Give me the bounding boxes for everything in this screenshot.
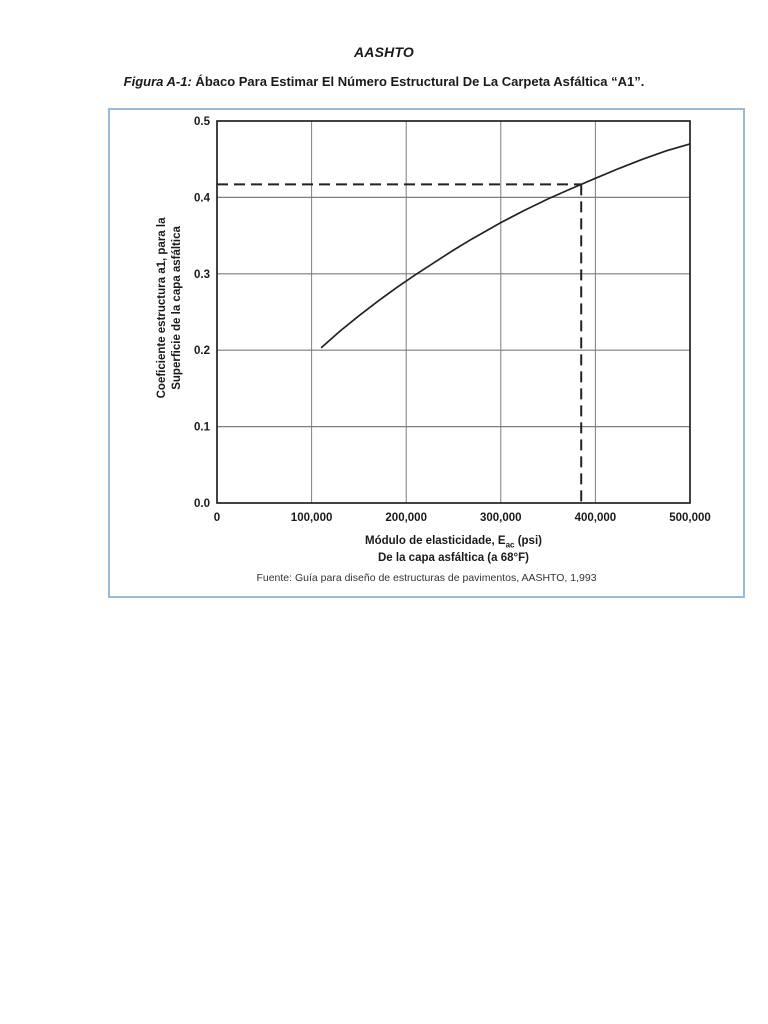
chart-svg: 0.5 0.4 0.3 0.2 0.1 0.0 0 100,000 200,000 300,000…	[194, 116, 711, 524]
figure-caption-label: Figura A-1:	[123, 74, 192, 89]
x-tick-label: 400,000	[575, 512, 617, 524]
y-tick-label: 0.5	[194, 116, 211, 128]
figure-box: 0.5 0.4 0.3 0.2 0.1 0.0 0 100,000 200,000 300,000…	[108, 108, 745, 598]
x-axis-label-post: (psi)	[514, 535, 542, 547]
curve-a1	[320, 143, 691, 349]
x-tick-label: 0	[214, 512, 220, 524]
x-tick-label: 300,000	[480, 512, 522, 524]
y-tick-label: 0.0	[194, 498, 210, 510]
x-axis-label-line1: Módulo de elasticidade, Eac (psi)	[217, 534, 690, 551]
x-axis-label-pre: Módulo de elasticidade, E	[365, 535, 506, 547]
x-axis-label: Módulo de elasticidade, Eac (psi) De la …	[217, 534, 690, 566]
source-note: Fuente: Guía para diseño de estructuras …	[256, 572, 597, 584]
y-axis-label-line1: Coeficiente estructura a1, para la	[156, 217, 169, 399]
y-tick-label: 0.4	[194, 192, 211, 204]
y-tick-label: 0.2	[194, 345, 210, 357]
document-header: AASHTO	[353, 44, 415, 60]
x-axis-label-subscript: ac	[505, 540, 515, 550]
y-tick-label: 0.3	[194, 269, 210, 281]
figure-caption-text: Ábaco Para Estimar El Número Estructural…	[191, 74, 645, 89]
x-axis-label-line2: De la capa asfáltica (a 68°F)	[378, 551, 529, 564]
y-tick-label: 0.1	[194, 422, 211, 434]
x-tick-label: 500,000	[669, 512, 711, 524]
y-axis-label: Coeficiente estructura a1, para la Super…	[155, 158, 185, 458]
figure-caption: Figura A-1: Ábaco Para Estimar El Número…	[0, 74, 768, 89]
plot-border	[216, 120, 691, 504]
y-axis-label-line2: Superficie de la capa asfáltica	[171, 226, 183, 390]
x-tick-label: 200,000	[385, 512, 427, 524]
x-tick-label: 100,000	[291, 512, 333, 524]
